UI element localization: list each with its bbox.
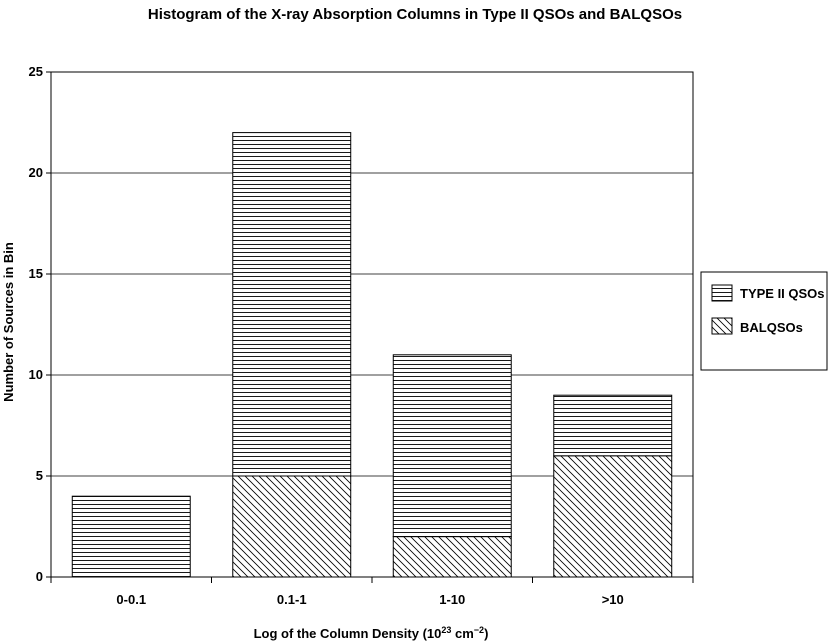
y-tick-label: 5: [36, 468, 43, 483]
x-tick-label: >10: [602, 592, 624, 607]
y-tick-label: 20: [29, 165, 43, 180]
chart-title: Histogram of the X-ray Absorption Column…: [147, 6, 683, 23]
bar-segment: [392, 354, 512, 538]
x-axis: 0-0.1 0.1-1 1-10 >10: [50, 577, 694, 607]
x-axis-label-exponent: 23: [441, 625, 451, 635]
y-axis-label: Number of Sources in Bin: [1, 242, 16, 402]
x-tick-label: 0.1-1: [277, 592, 307, 607]
bar-segment: [553, 455, 673, 578]
bar-segment: [392, 536, 512, 578]
y-tick-label: 0: [36, 569, 43, 584]
legend-label-balqso: BALQSOs: [740, 320, 803, 335]
x-axis-label-close: ): [484, 626, 488, 641]
x-axis-label: Log of the Column Density (1023 cm−2): [254, 625, 489, 641]
x-axis-label-main: Log of the Column Density (10: [254, 626, 442, 641]
bars: [71, 132, 673, 578]
y-tick-label: 25: [29, 64, 43, 79]
legend-swatch-balqso: [711, 317, 733, 335]
y-tick-label: 15: [29, 266, 43, 281]
x-tick-label: 0-0.1: [116, 592, 146, 607]
y-axis: 0 5 10 15 20 25: [29, 64, 51, 584]
x-axis-label-unit: cm: [451, 626, 473, 641]
y-tick-label: 10: [29, 367, 43, 382]
bar-segment: [232, 475, 352, 578]
legend-label-type2: TYPE II QSOs: [740, 286, 825, 301]
bar-segment: [232, 132, 352, 477]
x-axis-label-unit-exponent: −2: [474, 625, 484, 635]
x-tick-label: 1-10: [439, 592, 465, 607]
bar-segment: [553, 394, 673, 457]
legend-swatch-type2: [711, 284, 733, 302]
bar-segment: [71, 495, 191, 578]
legend: TYPE II QSOs BALQSOs: [700, 271, 828, 371]
